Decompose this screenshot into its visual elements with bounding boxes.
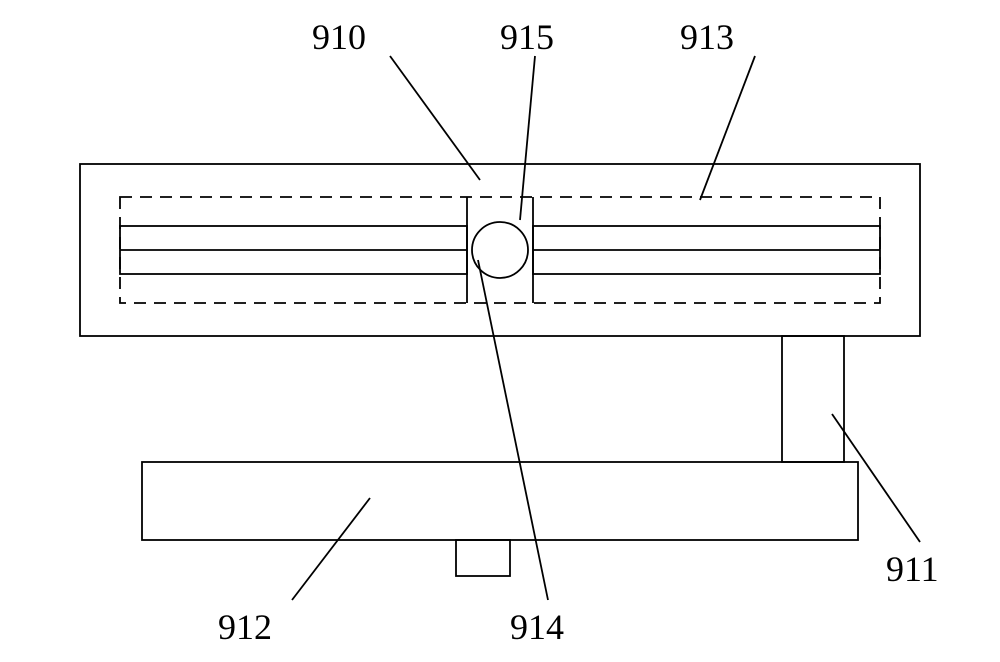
label-911: 911 xyxy=(886,548,939,590)
label-910: 910 xyxy=(312,16,366,58)
label-914: 914 xyxy=(510,606,564,648)
technical-drawing xyxy=(0,0,1000,662)
label-915: 915 xyxy=(500,16,554,58)
label-912: 912 xyxy=(218,606,272,648)
label-913: 913 xyxy=(680,16,734,58)
